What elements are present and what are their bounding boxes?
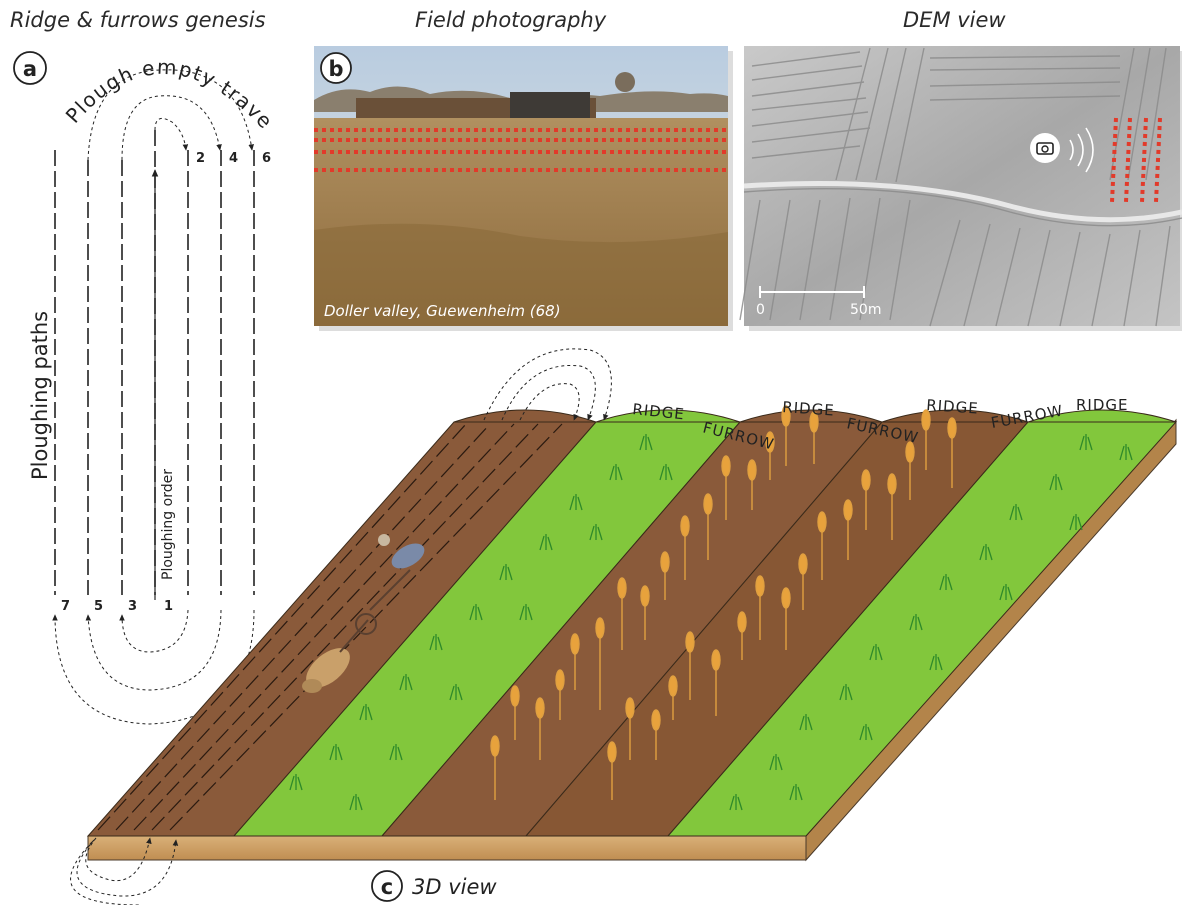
panel-a-title: Ridge & furrows genesis — [10, 8, 266, 32]
ridge-label: RIDGE — [782, 398, 836, 420]
panel-b-letter: b — [328, 57, 343, 81]
panel-a: a Plough empty travel — [0, 0, 277, 725]
field-marker-rows — [314, 128, 728, 172]
plough-team-icon — [302, 534, 425, 693]
camera-icon — [1030, 127, 1094, 173]
path-number: 3 — [128, 599, 137, 614]
path-number: 5 — [94, 599, 103, 614]
scale-end: 50m — [850, 302, 881, 318]
dem-title: DEM view — [903, 8, 1006, 32]
panel-c-block: RIDGE RIDGE RIDGE RIDGE FURROW FURROW FU… — [70, 348, 1178, 905]
path-number: 1 — [164, 599, 173, 614]
ploughing-order-label: Ploughing order — [160, 469, 176, 580]
ridge-label: RIDGE — [632, 400, 686, 423]
panel-c-letter: c — [381, 875, 393, 899]
top-turn-loops — [87, 69, 254, 161]
panel-a-letter: a — [23, 57, 37, 81]
block-bottom-loops — [70, 837, 179, 905]
dem-marker-rows — [1110, 117, 1162, 203]
bottom-turn-loops — [52, 609, 255, 725]
panel-b-badge — [320, 52, 352, 84]
path-numbers: 2 4 6 7 5 3 1 — [61, 151, 271, 614]
photo-caption: Doller valley, Guewenheim (68) — [324, 302, 561, 320]
scale-start: 0 — [756, 302, 765, 318]
ridge-label: RIDGE — [926, 396, 980, 418]
panel-b-photo: b Doller valley, Guewenheim (68) — [314, 46, 733, 331]
path-number: 2 — [196, 151, 205, 166]
view-3d-label: 3D view — [412, 875, 497, 899]
scale-bar: 0 50m — [756, 286, 881, 318]
plough-furrow-lines — [97, 423, 563, 831]
path-number: 7 — [61, 599, 70, 614]
panel-a-badge — [13, 51, 47, 85]
panel-b-title: Field photography — [415, 8, 607, 32]
wheat-plants — [490, 405, 957, 800]
path-number: 6 — [262, 151, 271, 166]
panel-c-badge — [371, 870, 403, 902]
block-top-loops — [483, 348, 612, 421]
path-number: 4 — [229, 151, 238, 166]
grass-tufts — [289, 434, 1133, 811]
dem-view: 0 50m — [739, 46, 1182, 331]
ploughing-paths-label: Ploughing paths — [28, 311, 52, 480]
ridge-label: RIDGE — [1076, 396, 1129, 414]
